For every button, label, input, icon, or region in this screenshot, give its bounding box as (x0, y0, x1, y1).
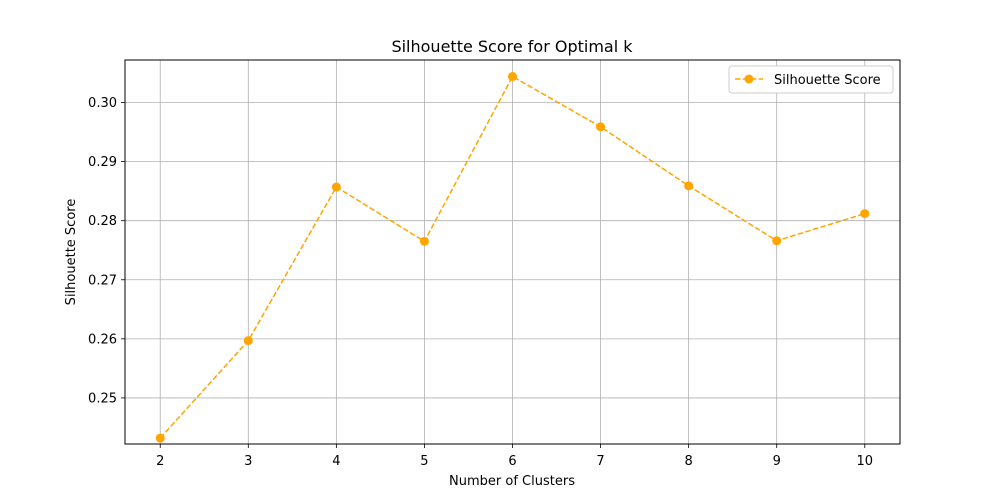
x-tick-label: 10 (856, 454, 873, 469)
data-point (596, 122, 606, 132)
y-tick-label: 0.26 (88, 332, 117, 347)
data-point (860, 209, 870, 219)
series-line (159, 75, 866, 439)
data-point (684, 181, 694, 191)
data-point (243, 336, 253, 346)
x-tick-label: 2 (156, 454, 164, 469)
x-tick-label: 6 (508, 454, 516, 469)
x-axis-label: Number of Clusters (449, 474, 575, 489)
y-tick-label: 0.25 (88, 391, 117, 406)
data-point (419, 236, 429, 246)
x-tick-label: 5 (420, 454, 428, 469)
x-tick-label: 3 (244, 454, 252, 469)
x-tick-label: 9 (773, 454, 781, 469)
data-point (331, 182, 341, 192)
legend-label: Silhouette Score (774, 73, 881, 88)
y-axis-label: Silhouette Score (64, 199, 79, 306)
y-tick-label: 0.30 (88, 96, 117, 111)
plot-area (124, 59, 901, 445)
x-tick-label: 7 (596, 454, 604, 469)
y-tick-label: 0.29 (88, 155, 117, 170)
series (155, 72, 870, 443)
grid (125, 60, 900, 444)
x-tick-label: 4 (332, 454, 340, 469)
data-point (155, 433, 165, 443)
x-tick-label: 8 (684, 454, 692, 469)
ticks: 2 3 4 5 6 7 8 9 10 0.25 0.26 0.27 0.28 0.29 0.30 (88, 96, 873, 469)
y-tick-label: 0.27 (88, 273, 117, 288)
y-tick-label: 0.28 (88, 214, 117, 229)
chart-title: Silhouette Score for Optimal k (391, 37, 633, 56)
legend-marker (744, 74, 754, 84)
legend: Silhouette Score (728, 65, 894, 94)
data-point (772, 236, 782, 246)
legend-box (728, 65, 894, 94)
data-point (508, 72, 517, 82)
